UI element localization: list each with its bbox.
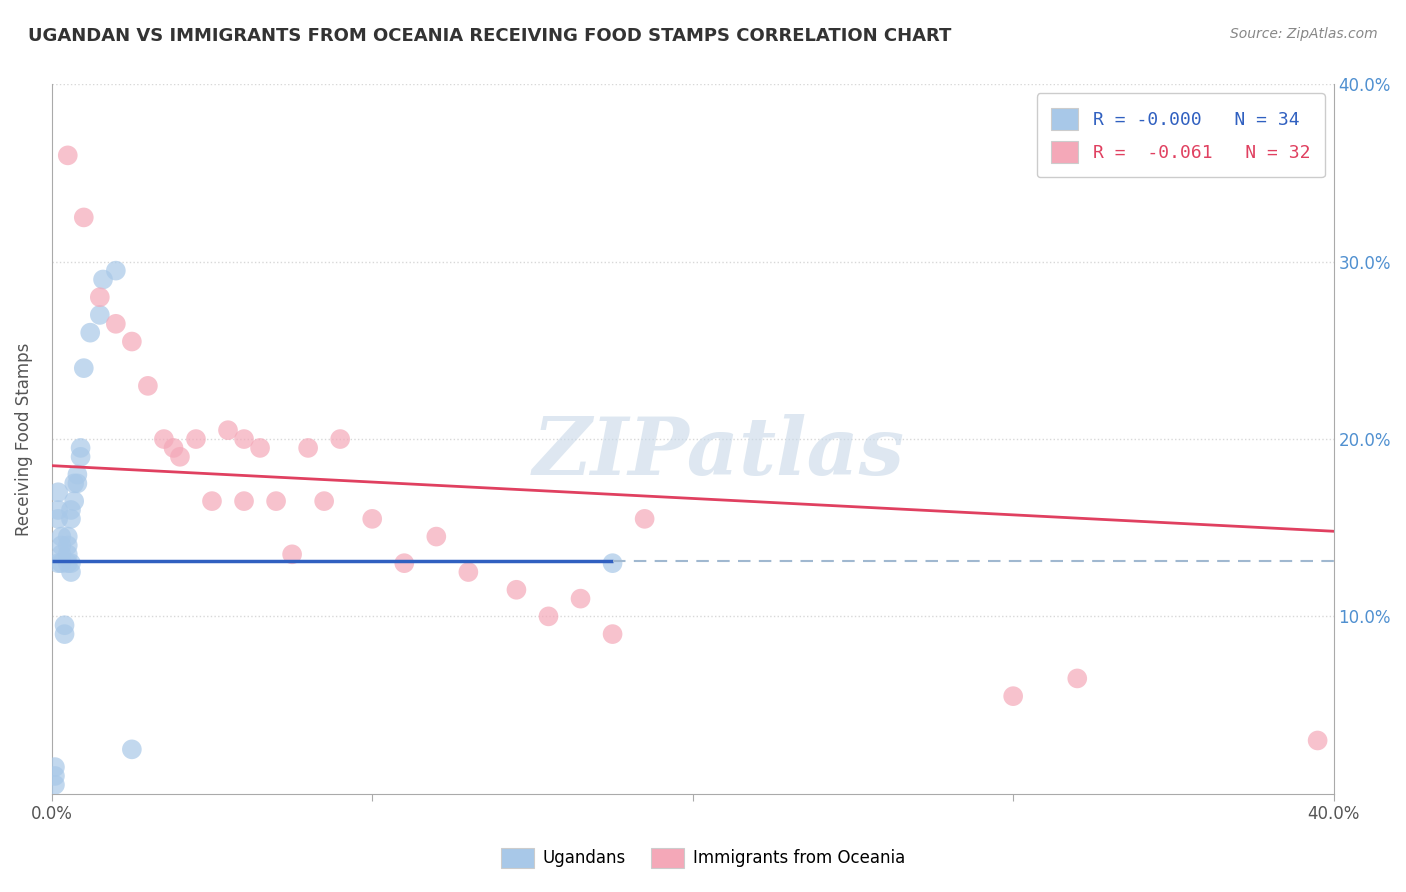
- Legend: R = -0.000   N = 34, R =  -0.061   N = 32: R = -0.000 N = 34, R = -0.061 N = 32: [1036, 94, 1324, 178]
- Point: [1306, 733, 1329, 747]
- Point: [59, 556, 82, 570]
- Point: [51, 538, 73, 552]
- Point: [51, 547, 73, 561]
- Point: [633, 512, 655, 526]
- Point: [66, 467, 89, 482]
- Point: [394, 556, 416, 570]
- Point: [53, 627, 76, 641]
- Point: [89, 308, 111, 322]
- Point: [184, 432, 207, 446]
- Point: [201, 494, 224, 508]
- Text: Source: ZipAtlas.com: Source: ZipAtlas.com: [1230, 27, 1378, 41]
- Point: [162, 441, 184, 455]
- Point: [73, 361, 96, 376]
- Point: [59, 512, 82, 526]
- Point: [56, 530, 79, 544]
- Point: [56, 556, 79, 570]
- Point: [281, 547, 304, 561]
- Point: [66, 476, 89, 491]
- Point: [51, 530, 73, 544]
- Point: [59, 565, 82, 579]
- Point: [104, 317, 127, 331]
- Point: [63, 476, 86, 491]
- Point: [602, 627, 624, 641]
- Point: [89, 290, 111, 304]
- Point: [46, 512, 69, 526]
- Point: [425, 530, 447, 544]
- Point: [1066, 672, 1088, 686]
- Point: [69, 450, 91, 464]
- Point: [153, 432, 176, 446]
- Point: [249, 441, 271, 455]
- Point: [457, 565, 479, 579]
- Point: [56, 547, 79, 561]
- Point: [46, 503, 69, 517]
- Point: [169, 450, 191, 464]
- Point: [91, 272, 114, 286]
- Point: [537, 609, 560, 624]
- Point: [136, 379, 159, 393]
- Point: [314, 494, 336, 508]
- Point: [233, 494, 256, 508]
- Point: [121, 742, 143, 756]
- Point: [264, 494, 287, 508]
- Point: [44, 769, 66, 783]
- Text: UGANDAN VS IMMIGRANTS FROM OCEANIA RECEIVING FOOD STAMPS CORRELATION CHART: UGANDAN VS IMMIGRANTS FROM OCEANIA RECEI…: [28, 27, 952, 45]
- Point: [104, 263, 127, 277]
- Y-axis label: Receiving Food Stamps: Receiving Food Stamps: [15, 343, 32, 536]
- Point: [297, 441, 319, 455]
- Point: [46, 485, 69, 500]
- Point: [1002, 689, 1025, 703]
- Point: [46, 556, 69, 570]
- Point: [602, 556, 624, 570]
- Text: ZIPatlas: ZIPatlas: [533, 415, 904, 492]
- Point: [121, 334, 143, 349]
- Point: [56, 148, 79, 162]
- Point: [217, 423, 239, 437]
- Point: [329, 432, 352, 446]
- Point: [44, 760, 66, 774]
- Point: [53, 618, 76, 632]
- Point: [56, 538, 79, 552]
- Point: [51, 556, 73, 570]
- Point: [79, 326, 101, 340]
- Point: [569, 591, 592, 606]
- Point: [63, 494, 86, 508]
- Point: [44, 778, 66, 792]
- Point: [361, 512, 384, 526]
- Point: [59, 503, 82, 517]
- Point: [505, 582, 527, 597]
- Legend: Ugandans, Immigrants from Oceania: Ugandans, Immigrants from Oceania: [495, 841, 911, 875]
- Point: [233, 432, 256, 446]
- Point: [69, 441, 91, 455]
- Point: [73, 211, 96, 225]
